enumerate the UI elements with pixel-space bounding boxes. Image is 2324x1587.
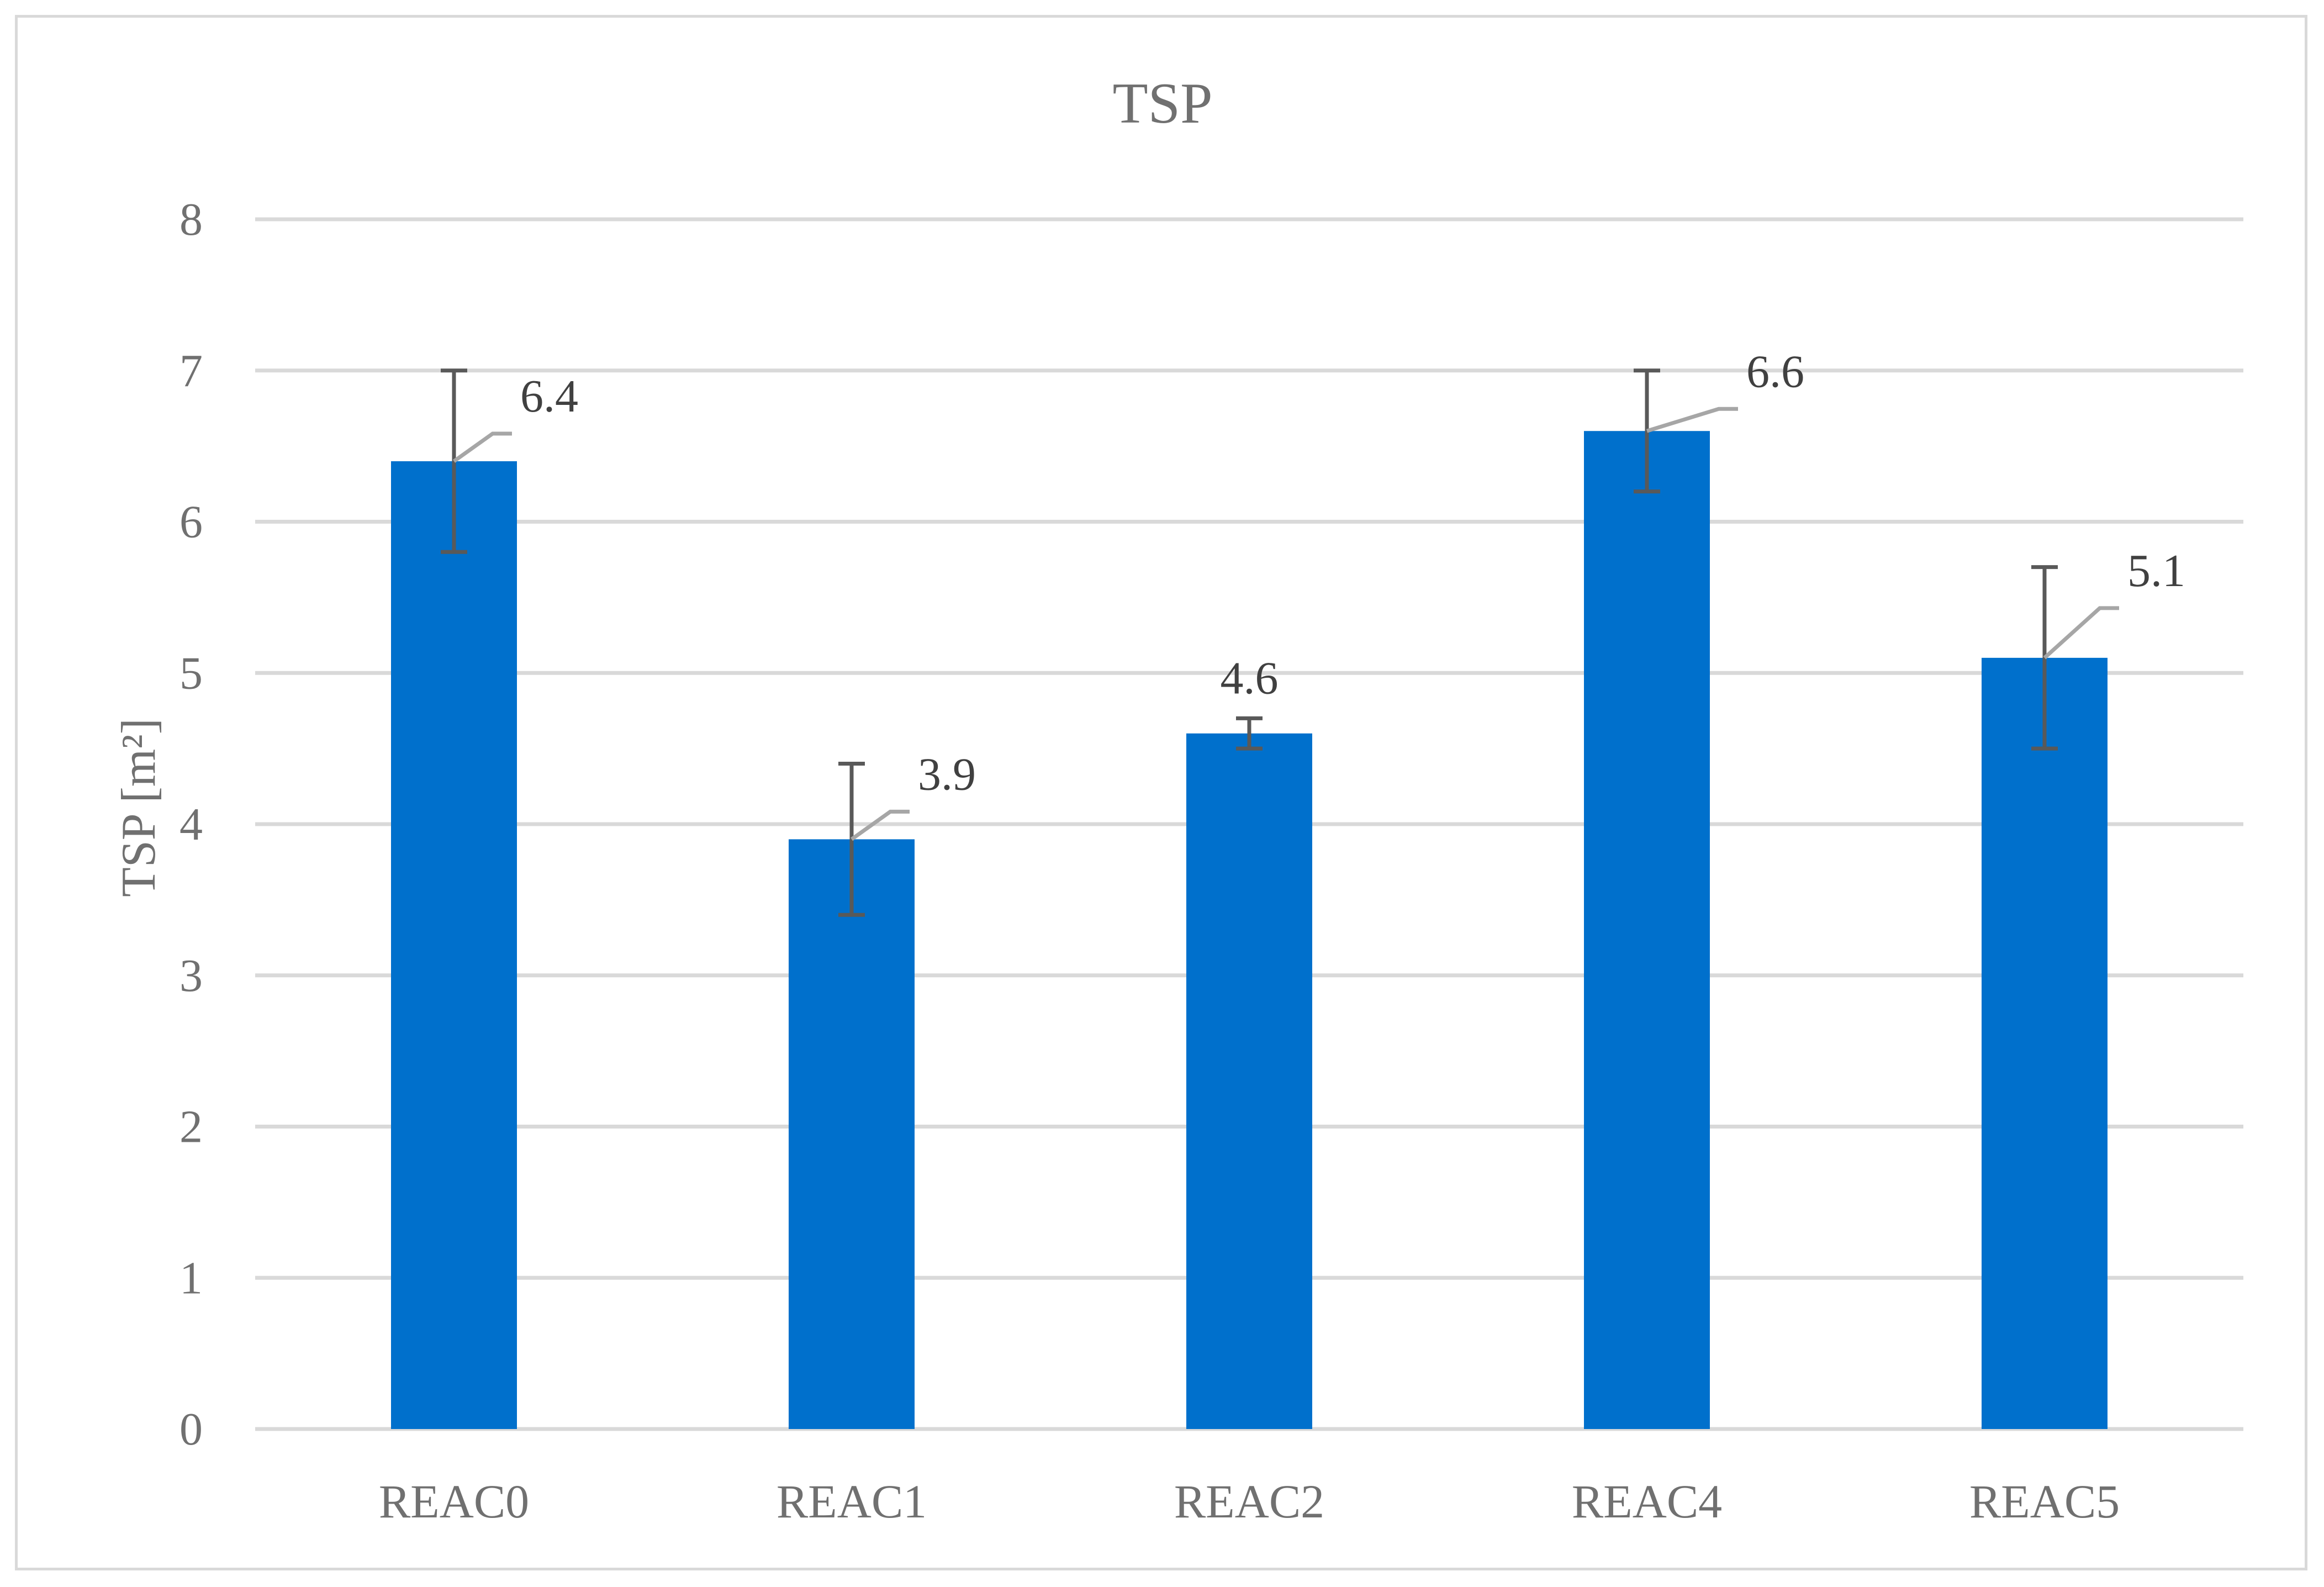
y-axis-title: TSP [m²] (112, 718, 166, 897)
data-label-REAC5: 5.1 (2127, 545, 2185, 597)
y-tick-label: 7 (179, 345, 203, 397)
leader-line-REAC5 (2043, 606, 2119, 660)
x-category-label: REAC4 (1572, 1475, 1722, 1528)
data-labels: 6.4 3.9 4.6 6.6 5.1 (520, 346, 2185, 800)
y-tick-label: 5 (179, 647, 203, 699)
data-label-REAC2: 4.6 (1221, 652, 1279, 704)
leader-line-REAC4 (1646, 407, 1738, 433)
y-tick-label: 4 (179, 799, 203, 850)
y-tick-label: 1 (179, 1252, 203, 1304)
y-tick-label: 6 (179, 497, 203, 548)
x-category-label: REAC5 (1969, 1475, 2120, 1528)
y-tick-label: 2 (179, 1101, 203, 1153)
bar-REAC0 (391, 461, 517, 1429)
y-tick-label: 0 (179, 1404, 203, 1455)
bar-REAC4 (1584, 431, 1710, 1429)
x-category-label: REAC1 (777, 1475, 927, 1528)
x-category-label: REAC2 (1174, 1475, 1324, 1528)
bars (391, 431, 2108, 1429)
chart-title: TSP (1113, 71, 1213, 135)
y-tick-label: 8 (179, 194, 203, 245)
data-label-leaders (452, 407, 2119, 841)
x-category-labels: REAC0 REAC1 REAC2 REAC4 REAC5 (379, 1475, 2120, 1528)
x-category-label: REAC0 (379, 1475, 529, 1528)
bar-REAC5 (1982, 657, 2108, 1429)
y-tick-labels: 0 1 2 3 4 5 6 7 8 (179, 194, 203, 1455)
bar-REAC2 (1186, 733, 1312, 1429)
y-tick-label: 3 (179, 950, 203, 1001)
bar-REAC1 (789, 839, 915, 1429)
data-label-REAC1: 3.9 (918, 748, 976, 800)
data-label-REAC0: 6.4 (520, 371, 578, 422)
leader-line-REAC0 (452, 431, 512, 463)
leader-line-REAC1 (850, 809, 910, 841)
data-label-REAC4: 6.6 (1746, 346, 1804, 397)
